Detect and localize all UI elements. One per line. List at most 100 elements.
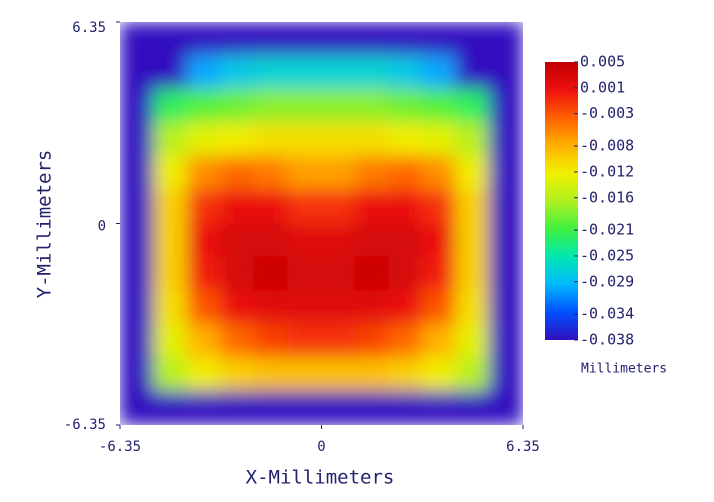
heatmap-cell [421, 323, 457, 359]
heatmap-cell [287, 223, 322, 258]
heatmap-cell [186, 256, 222, 292]
heatmap-cell [421, 256, 457, 292]
heatmap-cell [354, 22, 390, 57]
heatmap-cell [354, 256, 390, 292]
heatmap-cell [153, 223, 188, 258]
heatmap-cell [488, 390, 523, 425]
colorbar-label: Millimeters [581, 362, 667, 377]
colorbar-tick-label: -0.029 [580, 272, 634, 290]
heatmap-cell [153, 290, 188, 325]
heatmap-cell [421, 88, 457, 124]
heatmap-cell [186, 290, 222, 325]
heatmap-cell [220, 290, 255, 325]
heatmap-cell [287, 88, 322, 124]
heatmap-cell [186, 55, 222, 90]
heatmap-cell [120, 88, 155, 124]
heatmap-cell [153, 390, 188, 425]
heatmap-cell [253, 256, 289, 292]
heatmap-cell [220, 357, 255, 392]
heatmap-cell [421, 122, 457, 157]
heatmap-cell [253, 189, 289, 224]
heatmap-cell [455, 88, 490, 124]
heatmap-cell [321, 22, 356, 57]
heatmap-cell [253, 122, 289, 157]
heatmap-cell [153, 357, 188, 392]
heatmap-cell [421, 390, 457, 425]
heatmap-cell [186, 189, 222, 224]
heatmap-cell [388, 256, 423, 292]
colorbar-tick-label: 0.005 [580, 53, 625, 71]
heatmap-cell [455, 256, 490, 292]
y-tick-label: 6.35 [72, 20, 106, 36]
heatmap-cell [354, 189, 390, 224]
heatmap-cell [120, 189, 155, 224]
x-axis-label: X-Millimeters [246, 467, 395, 489]
heatmap-cell [388, 122, 423, 157]
heatmap-cell [488, 155, 523, 191]
heatmap-cell [287, 323, 322, 359]
heatmap-cell [455, 390, 490, 425]
heatmap-cell [253, 357, 289, 392]
heatmap-cell [287, 390, 322, 425]
heatmap-cell [488, 256, 523, 292]
heatmap-cell [253, 323, 289, 359]
heatmap-cell [120, 323, 155, 359]
heatmap-cell [455, 55, 490, 90]
heatmap-cell [354, 357, 390, 392]
heatmap-cell [153, 256, 188, 292]
heatmap-cell [153, 22, 188, 57]
heatmap-cell [253, 88, 289, 124]
colorbar-tick-label: -0.012 [580, 162, 634, 180]
heatmap-cell [186, 122, 222, 157]
heatmap-cell [287, 189, 322, 224]
colorbar-tick-label: -0.025 [580, 246, 634, 264]
heatmap-cell [220, 122, 255, 157]
heatmap-cell [253, 223, 289, 258]
heatmap-cell [455, 189, 490, 224]
heatmap-cell [220, 256, 255, 292]
heatmap-cell [186, 223, 222, 258]
heatmap-cell [388, 290, 423, 325]
heatmap-area [120, 22, 523, 425]
colorbar-tick-label: -0.008 [580, 137, 634, 155]
heatmap-cell [388, 223, 423, 258]
heatmap-cell [153, 323, 188, 359]
heatmap-cell [321, 223, 356, 258]
y-tick-label: 0 [98, 219, 106, 235]
heatmap-cell [120, 22, 155, 57]
heatmap-cell [421, 155, 457, 191]
heatmap-cell [321, 323, 356, 359]
heatmap-cell [321, 290, 356, 325]
heatmap-cells [120, 22, 523, 425]
heatmap-cell [153, 88, 188, 124]
heatmap-cell [388, 357, 423, 392]
heatmap-cell [153, 122, 188, 157]
heatmap-cell [186, 155, 222, 191]
heatmap-cell [488, 55, 523, 90]
heatmap-cell [388, 323, 423, 359]
heatmap-cell [388, 22, 423, 57]
heatmap-cell [354, 323, 390, 359]
heatmap-cell [321, 256, 356, 292]
heatmap-cell [321, 390, 356, 425]
heatmap-cell [253, 22, 289, 57]
heatmap-cell [488, 290, 523, 325]
heatmap-cell [186, 390, 222, 425]
colorbar-tick-label: -0.034 [580, 305, 634, 323]
heatmap-cell [253, 55, 289, 90]
colorbar [545, 62, 578, 340]
colorbar-tick-label: -0.003 [580, 104, 634, 122]
heatmap-cell [388, 55, 423, 90]
heatmap-cell [455, 357, 490, 392]
heatmap-cell [455, 223, 490, 258]
heatmap-cell [488, 88, 523, 124]
heatmap-cell [455, 155, 490, 191]
heatmap-cell [220, 88, 255, 124]
heatmap-cell [388, 88, 423, 124]
heatmap-cell [421, 223, 457, 258]
heatmap-cell [220, 22, 255, 57]
heatmap-cell [287, 122, 322, 157]
heatmap-cell [455, 323, 490, 359]
colorbar-tick-label: -0.021 [580, 221, 634, 239]
